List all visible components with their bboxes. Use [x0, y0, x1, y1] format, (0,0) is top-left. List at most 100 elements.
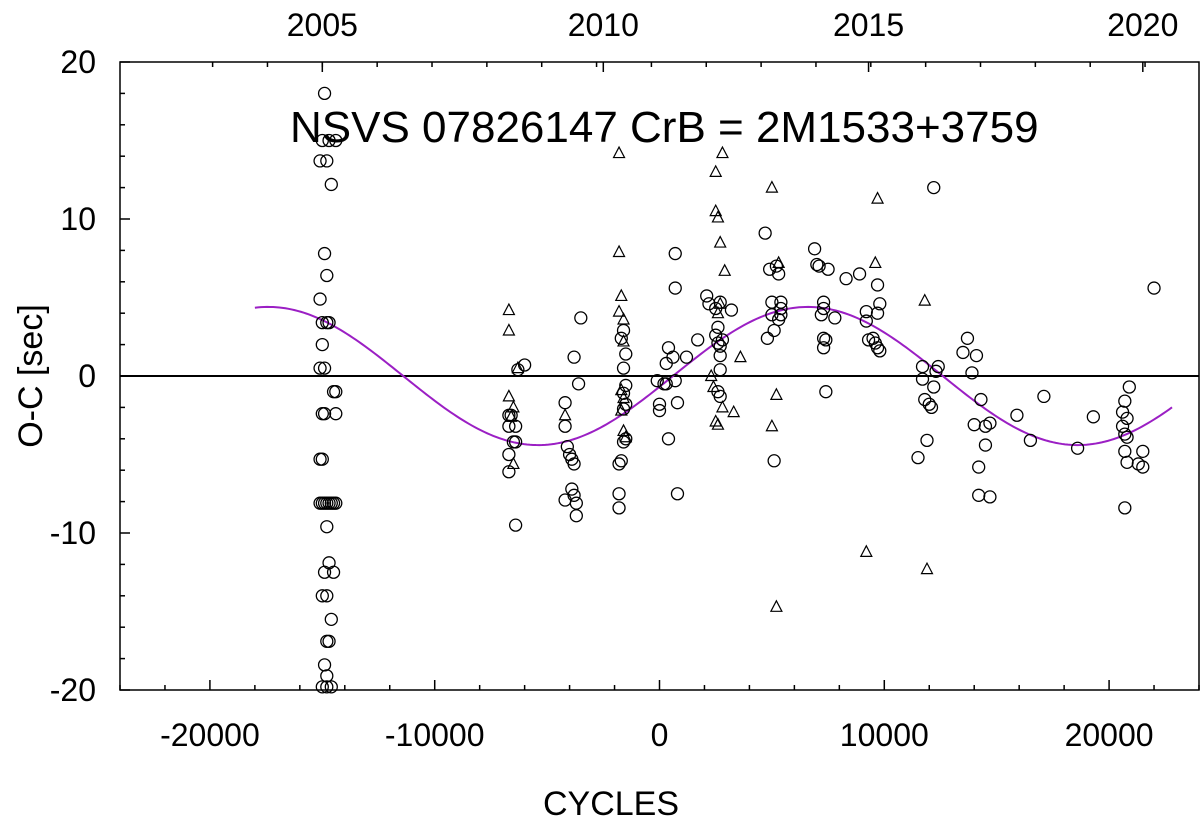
circle-point	[1120, 411, 1134, 426]
circle-point	[711, 320, 725, 334]
circle-point	[619, 432, 633, 446]
circle-point	[679, 350, 694, 364]
circle-point	[918, 392, 932, 407]
circle-point	[965, 366, 979, 380]
circle-point	[812, 259, 826, 273]
left-axis: -20 -10 0 10 20	[50, 44, 130, 708]
circle-point	[324, 612, 338, 626]
triangle-point	[619, 429, 633, 443]
circle-point	[774, 295, 788, 309]
triangle-point	[704, 368, 718, 382]
top-year-label: 2015	[833, 7, 904, 43]
circle-point	[983, 416, 997, 430]
y-tick-label: -10	[50, 515, 96, 551]
circle-point	[1122, 380, 1136, 394]
circle-point	[983, 490, 997, 504]
top-year-label: 2020	[1107, 7, 1178, 43]
circle-point	[711, 336, 725, 350]
circle-point	[774, 301, 788, 316]
circle-point	[713, 389, 727, 404]
circle-point	[1147, 281, 1161, 295]
circle-point	[659, 377, 673, 391]
series-triangles	[502, 145, 934, 612]
circle-point	[313, 154, 327, 168]
triangle-point	[558, 407, 572, 421]
circle-point	[1120, 430, 1134, 444]
circle-point	[760, 331, 775, 345]
triangle-point	[502, 389, 516, 402]
triangle-point	[859, 544, 873, 557]
triangle-point	[506, 400, 520, 413]
triangle-point	[715, 145, 729, 159]
triangle-point	[711, 417, 725, 430]
triangle-point	[617, 312, 631, 325]
circle-point	[1115, 419, 1130, 433]
triangle-point	[765, 418, 779, 432]
triangle-point	[871, 191, 885, 204]
circle-point	[650, 374, 664, 388]
circle-point	[315, 589, 329, 603]
triangle-point	[502, 302, 516, 316]
circle-point	[956, 345, 970, 360]
circle-point	[508, 435, 523, 449]
circle-point	[508, 518, 523, 532]
circle-point	[713, 363, 727, 377]
circle-point	[767, 323, 781, 338]
circle-point	[329, 496, 343, 510]
triangle-point	[711, 305, 725, 319]
circle-point	[315, 680, 329, 694]
triangle-point	[769, 599, 783, 612]
top-year-label: 2010	[568, 7, 639, 43]
triangle-point	[772, 255, 786, 269]
triangle-point	[614, 288, 628, 302]
triangle-point	[614, 382, 628, 396]
triangle-point	[617, 390, 631, 404]
circle-point	[870, 341, 885, 355]
circle-point	[313, 452, 327, 466]
circle-point	[816, 295, 831, 309]
circle-point	[1118, 394, 1132, 408]
circle-point	[320, 589, 334, 603]
circle-point	[326, 565, 341, 579]
x-tick-label: 20000	[1065, 717, 1154, 753]
circle-point	[317, 565, 332, 579]
circle-point	[1023, 433, 1038, 448]
circle-point	[816, 331, 831, 345]
circle-point	[320, 154, 334, 168]
circle-point	[565, 482, 579, 496]
triangle-point	[709, 164, 723, 177]
bottom-axis: -20000 -10000 0 10000 20000	[119, 680, 1200, 753]
circle-point	[870, 278, 885, 292]
circle-point	[816, 301, 831, 316]
circle-point	[911, 450, 925, 465]
circle-point	[612, 487, 626, 501]
triangle-point	[504, 409, 518, 422]
x-axis-title: CYCLES	[543, 785, 679, 822]
circle-point	[715, 333, 730, 347]
circle-point	[320, 520, 334, 534]
circle-point	[852, 267, 867, 281]
circle-point	[320, 634, 334, 648]
circle-point	[1086, 410, 1100, 424]
circle-point	[927, 180, 941, 195]
circle-point	[329, 133, 343, 148]
chart-title: NSVS 07826147 CrB = 2M1533+3759	[290, 103, 1039, 152]
fit-curve	[254, 305, 1173, 447]
triangle-point	[706, 379, 720, 393]
circle-point	[612, 501, 626, 515]
y-tick-label: 20	[60, 44, 96, 80]
circle-point	[315, 315, 329, 330]
circle-point	[765, 308, 779, 322]
circle-point	[329, 385, 343, 399]
circle-point	[915, 372, 930, 386]
circle-point	[924, 400, 939, 415]
circle-point	[960, 331, 975, 345]
triangle-point	[713, 296, 727, 309]
triangle-point	[727, 404, 741, 418]
circle-point	[511, 363, 525, 377]
triangle-point	[711, 210, 725, 223]
x-tick-label: 0	[651, 717, 669, 753]
triangle-point	[612, 244, 626, 258]
circle-point	[652, 397, 667, 411]
